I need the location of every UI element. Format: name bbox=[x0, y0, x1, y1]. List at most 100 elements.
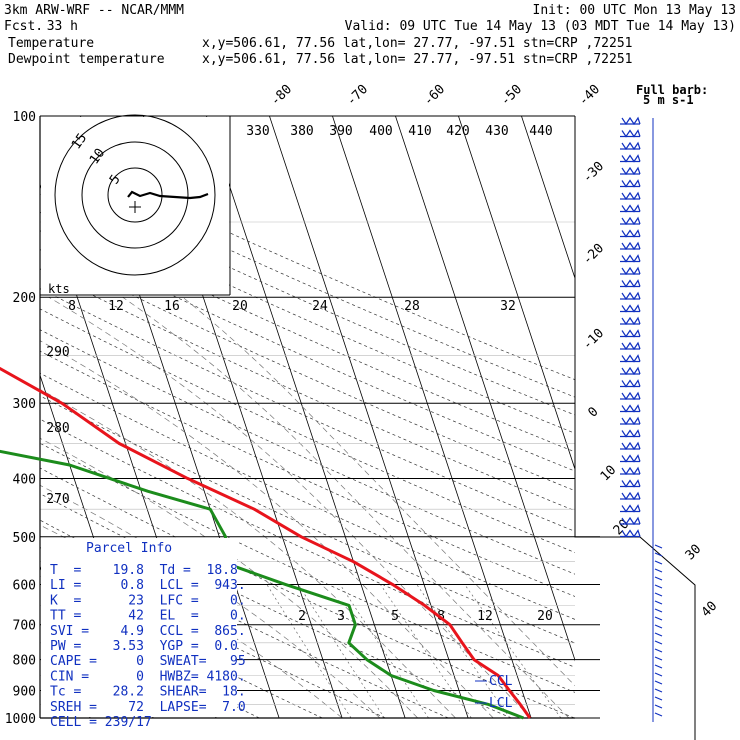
wind-barb-low bbox=[654, 544, 663, 549]
moist-adiabat bbox=[40, 296, 456, 718]
wind-barb bbox=[620, 216, 641, 226]
parcel-info-row: T = 19.8 Td = 18.8 bbox=[50, 563, 238, 578]
parcel-info-row: CIN = 0 HWBZ= 4180. bbox=[50, 669, 246, 684]
valid-time: Valid: 09 UTC Tue 14 May 13 (03 MDT Tue … bbox=[345, 19, 736, 34]
hodograph-ring bbox=[54, 114, 216, 276]
mixing-ratio-label: 5 bbox=[391, 609, 399, 624]
isotherm bbox=[269, 116, 469, 718]
theta-label: 440 bbox=[529, 124, 552, 139]
wind-barb-low bbox=[654, 600, 663, 605]
dewpoint-legend: Dewpoint temperature bbox=[8, 52, 165, 67]
temperature-axis-label: 0 bbox=[585, 404, 601, 420]
forecast-hour: 33 h bbox=[47, 19, 78, 34]
isotherm bbox=[206, 116, 406, 718]
pressure-tick-label: 200 bbox=[13, 291, 36, 306]
hodograph-ring-label: 15 bbox=[69, 131, 90, 152]
wind-barb-low bbox=[654, 616, 663, 621]
wind-barb bbox=[620, 279, 641, 288]
theta-label: 330 bbox=[246, 124, 269, 139]
wind-barb-low bbox=[654, 624, 663, 629]
wind-barb bbox=[620, 479, 641, 488]
hodograph-speed-label: 28 bbox=[404, 299, 420, 314]
wind-barb bbox=[620, 179, 641, 188]
dewpoint-location: x,y=506.61, 77.56 lat,lon= 27.77, -97.51… bbox=[202, 52, 632, 67]
wind-barb bbox=[620, 254, 641, 263]
wind-barb-low bbox=[654, 592, 663, 597]
parcel-info-row: TT = 42 EL = 0. bbox=[50, 609, 246, 624]
temperature-axis-label: -20 bbox=[580, 241, 607, 268]
theta-label: 430 bbox=[485, 124, 508, 139]
wind-barb bbox=[620, 291, 641, 301]
wind-barb bbox=[620, 404, 641, 413]
temperature-line bbox=[0, 366, 532, 719]
wind-barb bbox=[620, 129, 641, 138]
temperature-axis-label: 10 bbox=[598, 463, 620, 485]
theta-label: 410 bbox=[408, 124, 431, 139]
moist-adiabat bbox=[40, 296, 494, 718]
pressure-tick-label: 1000 bbox=[5, 712, 36, 727]
theta-label: 380 bbox=[290, 124, 313, 139]
theta-low-label: 270 bbox=[46, 492, 69, 507]
parcel-info-row: SREH = 72 LAPSE= 7.0 bbox=[50, 700, 246, 715]
barb-key-value: 5 m s-1 bbox=[643, 93, 694, 107]
pressure-tick-label: 900 bbox=[13, 684, 36, 699]
wind-barb-low bbox=[654, 552, 663, 557]
forecast-label: Fcst. bbox=[4, 19, 43, 34]
mixing-ratio-label: 20 bbox=[537, 609, 553, 624]
temperature-axis-label: -50 bbox=[498, 82, 525, 109]
moist-adiabat bbox=[48, 296, 532, 718]
wind-barb bbox=[620, 391, 641, 401]
temperature-axis-label: -30 bbox=[580, 159, 607, 186]
wind-barb bbox=[620, 466, 641, 476]
wind-barb-low bbox=[654, 696, 663, 701]
temperature-axis-label: -70 bbox=[344, 82, 371, 109]
parcel-info-row: SVI = 4.9 CCL = 865. bbox=[50, 624, 246, 639]
mixing-ratio-line bbox=[298, 584, 385, 718]
mixing-ratio-label: 12 bbox=[477, 609, 493, 624]
init-time: Init: 00 UTC Mon 13 May 13 bbox=[533, 3, 737, 18]
pressure-tick-label: 500 bbox=[13, 531, 36, 546]
theta-label: 420 bbox=[446, 124, 469, 139]
parcel-info-row: LI = 0.8 LCL = 943. bbox=[50, 578, 246, 593]
mixing-ratio-line bbox=[464, 584, 562, 718]
hodograph-kts-label: kts bbox=[48, 282, 70, 296]
wind-barb bbox=[620, 204, 641, 213]
wind-barb-low bbox=[654, 704, 663, 709]
wind-barb-low bbox=[654, 680, 663, 685]
wind-barb bbox=[620, 416, 641, 426]
temperature-axis-label: 40 bbox=[699, 599, 721, 621]
wind-barb bbox=[620, 379, 641, 388]
hodograph-trace bbox=[127, 190, 209, 200]
wind-barb-low bbox=[654, 608, 663, 613]
mixing-ratio-line bbox=[266, 584, 352, 718]
wind-barb bbox=[620, 441, 641, 451]
wind-barb-low bbox=[654, 648, 663, 653]
hodograph-ring bbox=[81, 141, 189, 249]
moist-adiabat bbox=[122, 296, 570, 718]
hodograph-ring-label: 10 bbox=[87, 146, 108, 167]
parcel-info-row: CELL = 239/17 bbox=[50, 715, 152, 730]
wind-barb-low bbox=[654, 568, 663, 573]
wind-barb bbox=[620, 266, 641, 276]
temperature-axis-label: -40 bbox=[576, 82, 603, 109]
temperature-axis-label: -80 bbox=[268, 82, 295, 109]
parcel-info-row: K = 23 LFC = 0. bbox=[50, 593, 246, 608]
wind-barb bbox=[620, 429, 641, 438]
temperature-legend: Temperature bbox=[8, 36, 94, 51]
wind-barb bbox=[620, 491, 641, 501]
mixing-ratio-label: 2 bbox=[298, 609, 306, 624]
isotherm bbox=[521, 116, 575, 718]
wind-barb bbox=[620, 316, 641, 326]
wind-barb bbox=[620, 116, 641, 126]
mixing-ratio-label: 3 bbox=[337, 609, 345, 624]
theta-label: 390 bbox=[329, 124, 352, 139]
wind-barb-low bbox=[654, 576, 663, 581]
hodograph-ring bbox=[107, 167, 163, 223]
ccl-label: CCL bbox=[489, 674, 513, 689]
wind-barb bbox=[620, 241, 641, 251]
theta-label: 400 bbox=[369, 124, 392, 139]
temperature-axis-label: 30 bbox=[683, 542, 705, 564]
temperature-axis-label: -10 bbox=[580, 326, 607, 353]
temperature-location: x,y=506.61, 77.56 lat,lon= 27.77, -97.51… bbox=[202, 36, 632, 51]
